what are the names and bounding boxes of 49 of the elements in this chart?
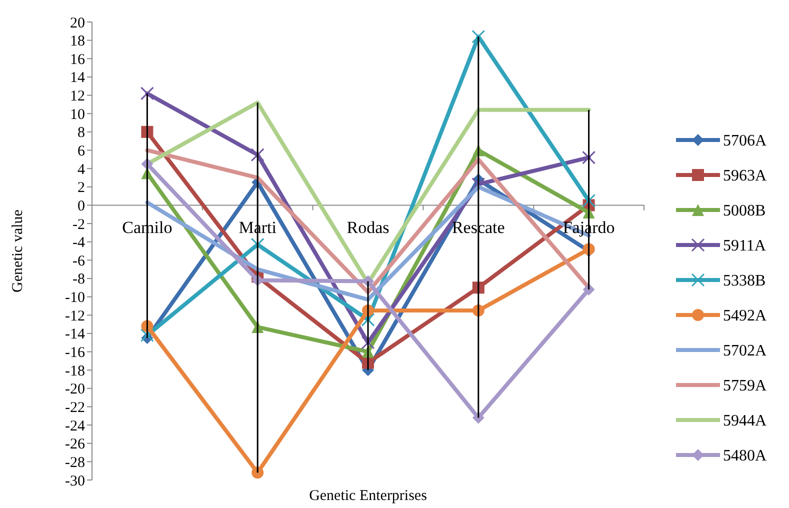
legend-label: 5963A (723, 168, 767, 185)
legend-label: 5706A (723, 132, 767, 150)
point (361, 312, 375, 326)
x-axis-title: Genetic Enterprises (309, 488, 428, 504)
y-tick-label: 18 (70, 34, 85, 50)
y-tick-label: -20 (65, 382, 85, 398)
y-tick-label: -16 (65, 345, 86, 362)
y-tick-label: 10 (70, 106, 85, 123)
y-tick-label: 14 (70, 70, 86, 86)
point (140, 328, 154, 342)
legend-label: 5911A (723, 238, 766, 255)
y-tick-label: 12 (70, 88, 85, 105)
y-tick-label: -12 (65, 308, 85, 324)
point (582, 194, 596, 208)
y-tick-label: 0 (78, 198, 85, 214)
y-tick-label: -24 (65, 418, 86, 434)
y-tick-label: -30 (65, 473, 85, 490)
legend-label: 5759A (723, 378, 767, 395)
point (250, 148, 264, 162)
y-tick-label: -22 (65, 400, 85, 416)
point (361, 336, 375, 350)
y-tick-label: -18 (65, 363, 85, 380)
point (472, 30, 486, 44)
y-tick-label: -10 (65, 290, 85, 306)
y-tick-label: -8 (72, 272, 85, 288)
y-tick-label: 8 (78, 125, 85, 142)
y-tick-label: 6 (78, 143, 86, 160)
x-tick-label: Rodas (346, 218, 390, 238)
legend-label: 5338B (723, 272, 766, 290)
y-axis-title: Genetic value (10, 209, 26, 292)
y-tick-label: 4 (78, 162, 86, 178)
point (140, 86, 154, 100)
y-tick-label: 20 (70, 15, 85, 32)
y-tick-label: -14 (65, 326, 86, 343)
point (250, 238, 264, 252)
legend-label: 5702A (723, 342, 767, 360)
point (582, 150, 596, 164)
y-tick-label: -2 (72, 216, 85, 233)
y-tick-label: -6 (72, 253, 86, 270)
y-tick-label: 2 (78, 180, 85, 196)
legend-label: 5944A (723, 412, 767, 430)
legend-label: 5492A (723, 308, 767, 325)
point (252, 466, 264, 479)
legend-label: 5008B (723, 202, 766, 220)
y-tick-label: -4 (72, 235, 86, 252)
y-tick-label: -28 (65, 454, 85, 471)
y-tick-label: -26 (65, 436, 86, 453)
y-tick-label: 16 (70, 52, 86, 68)
legend-label: 5480A (723, 448, 767, 465)
